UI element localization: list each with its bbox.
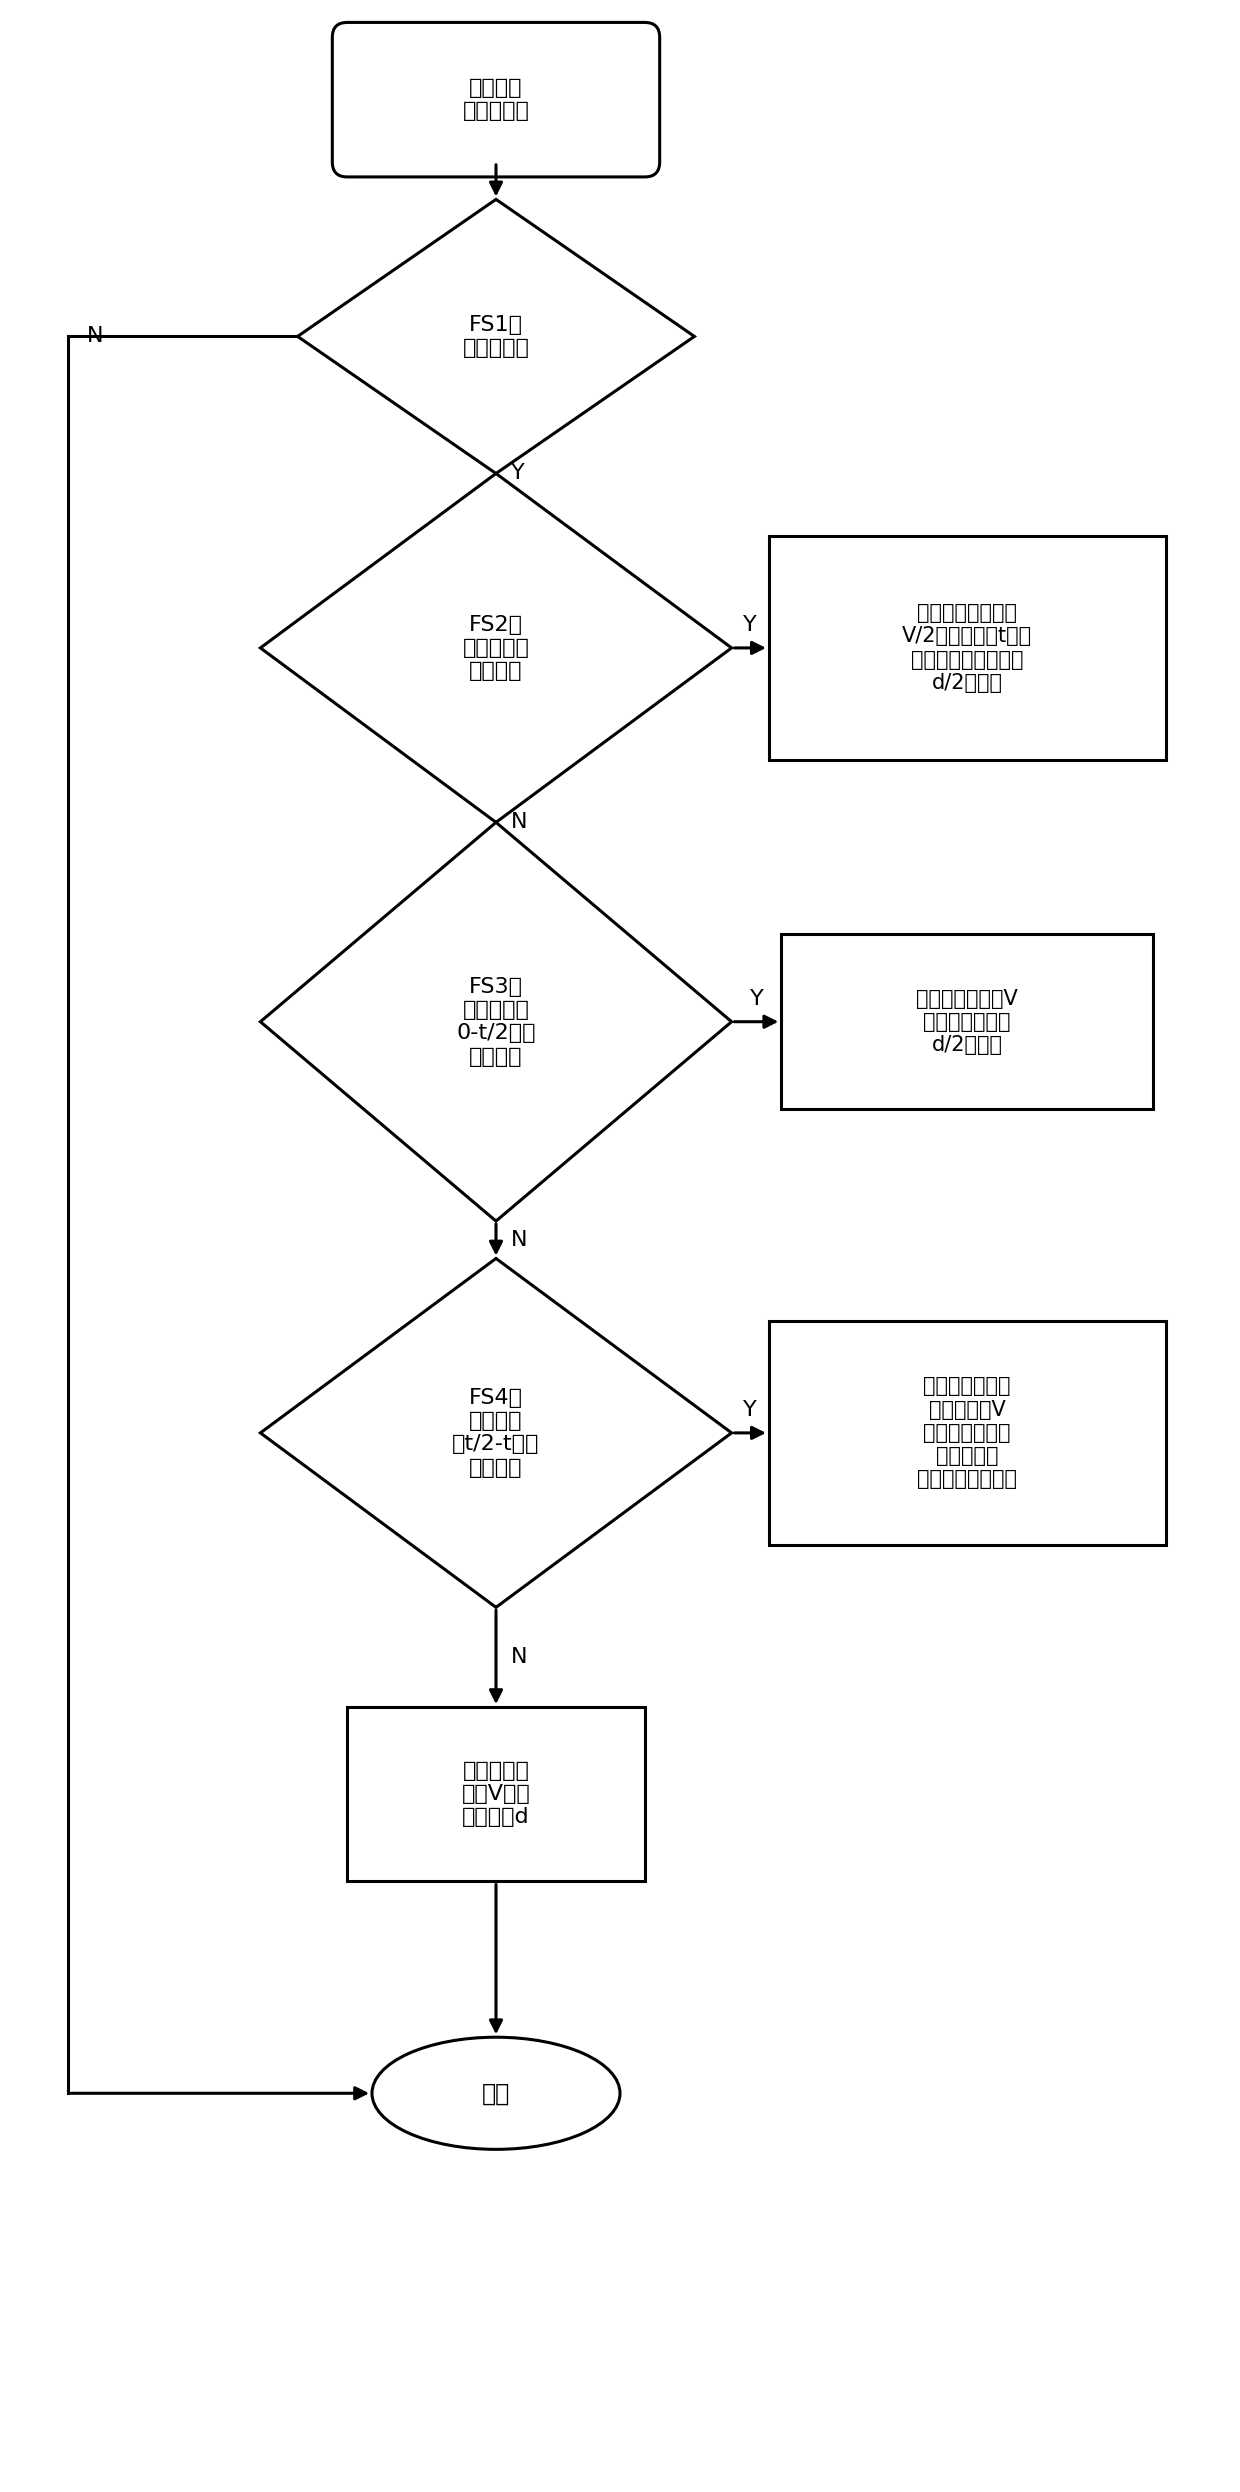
Text: N: N <box>511 1647 527 1667</box>
Text: 副驾车门
从外部打开: 副驾车门 从外部打开 <box>463 77 529 122</box>
Ellipse shape <box>372 2038 620 2148</box>
Text: FS3：
对应后门在
0-t/2时间
段打开？: FS3： 对应后门在 0-t/2时间 段打开？ <box>456 977 536 1067</box>
Polygon shape <box>298 199 694 473</box>
Text: FS2：
对应后排有
无乘客？: FS2： 对应后排有 无乘客？ <box>463 616 529 680</box>
Text: N: N <box>511 812 527 832</box>
Text: Y: Y <box>749 989 764 1009</box>
Text: 副驾座椅以不大于
V/2的速度，在t时间
段内自动后移不大于
d/2的距离: 副驾座椅以不大于 V/2的速度，在t时间 段内自动后移不大于 d/2的距离 <box>903 603 1032 693</box>
Text: Y: Y <box>511 464 525 483</box>
Bar <box>781 934 1153 1109</box>
Polygon shape <box>260 822 732 1221</box>
Text: FS4：
对应后门
在t/2-t时间
段打开？: FS4： 对应后门 在t/2-t时间 段打开？ <box>453 1388 539 1478</box>
FancyBboxPatch shape <box>332 22 660 177</box>
Text: FS1：
车速为零？: FS1： 车速为零？ <box>463 314 529 359</box>
Polygon shape <box>260 473 732 822</box>
Bar <box>347 1707 645 1881</box>
Text: N: N <box>87 326 103 346</box>
Bar <box>769 536 1166 760</box>
Text: N: N <box>511 1229 527 1251</box>
Text: 结束: 结束 <box>482 2081 510 2106</box>
Text: Y: Y <box>743 1401 758 1420</box>
Text: 副驾座椅以
速度V自动
后移距离d: 副驾座椅以 速度V自动 后移距离d <box>461 1762 531 1827</box>
Text: 副驾座椅以速度V
自动后移不大于
d/2的距离: 副驾座椅以速度V 自动后移不大于 d/2的距离 <box>916 989 1018 1054</box>
Bar <box>769 1321 1166 1545</box>
Polygon shape <box>260 1258 732 1607</box>
Text: 前门先开，副驾
座椅以速度V
自动后移，对应
后门打开时
副驾座椅停止后移: 前门先开，副驾 座椅以速度V 自动后移，对应 后门打开时 副驾座椅停止后移 <box>918 1376 1017 1490</box>
Text: Y: Y <box>743 616 758 635</box>
